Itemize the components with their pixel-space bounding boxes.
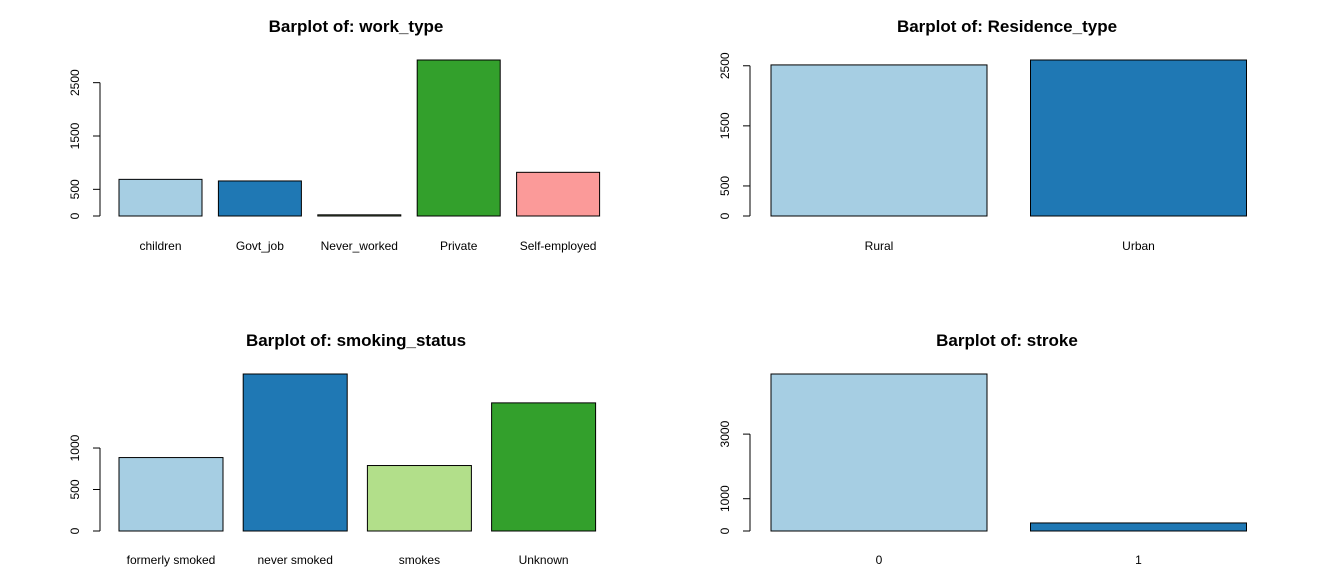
bar bbox=[491, 402, 597, 532]
bar bbox=[770, 64, 988, 217]
x-category-label: 1 bbox=[1135, 553, 1142, 567]
chart-title: Barplot of: work_type bbox=[269, 17, 444, 36]
chart-smoking-status: Barplot of: smoking_status 0 500 1000 form… bbox=[68, 331, 597, 567]
y-tick-label: 0 bbox=[718, 527, 732, 534]
bar bbox=[118, 178, 203, 217]
x-category-label: 0 bbox=[876, 553, 883, 567]
y-tick-label: 3000 bbox=[718, 420, 732, 447]
bar bbox=[1030, 59, 1247, 217]
y-axis: 0 500 1000 bbox=[68, 434, 101, 534]
y-tick-label: 2500 bbox=[718, 52, 732, 79]
bars: formerly smoked never smoked smokes Unknown bbox=[118, 373, 597, 567]
bar bbox=[317, 214, 402, 217]
chart-title: Barplot of: Residence_type bbox=[897, 17, 1117, 36]
y-axis: 0 1000 3000 bbox=[718, 420, 751, 534]
x-category-label: formerly smoked bbox=[127, 553, 216, 567]
x-category-label: Urban bbox=[1122, 239, 1155, 253]
y-axis: 0 500 1500 2500 bbox=[718, 52, 751, 219]
y-tick-label: 0 bbox=[718, 212, 732, 219]
bar bbox=[770, 373, 988, 532]
y-tick-label: 500 bbox=[718, 176, 732, 196]
bar bbox=[366, 465, 472, 532]
bar bbox=[416, 59, 501, 217]
x-category-label: never smoked bbox=[258, 553, 333, 567]
y-tick-label: 1000 bbox=[68, 434, 82, 461]
x-category-label: Never_worked bbox=[321, 239, 398, 253]
x-category-label: smokes bbox=[399, 553, 440, 567]
chart-work-type: Barplot of: work_type 0 500 1500 2500 child… bbox=[68, 17, 601, 253]
y-tick-label: 500 bbox=[68, 179, 82, 199]
y-tick-label: 1500 bbox=[68, 122, 82, 149]
chart-title: Barplot of: smoking_status bbox=[246, 331, 466, 350]
x-category-label: Govt_job bbox=[236, 239, 284, 253]
y-tick-label: 1000 bbox=[718, 485, 732, 512]
bar bbox=[217, 180, 302, 217]
bar bbox=[1030, 522, 1247, 532]
y-tick-label: 2500 bbox=[68, 69, 82, 96]
bar bbox=[242, 373, 348, 532]
x-category-label: children bbox=[139, 239, 181, 253]
y-tick-label: 1500 bbox=[718, 112, 732, 139]
bar bbox=[516, 171, 601, 217]
y-tick-label: 0 bbox=[68, 527, 82, 534]
x-category-label: Rural bbox=[865, 239, 894, 253]
x-category-label: Self-employed bbox=[520, 239, 597, 253]
chart-title: Barplot of: stroke bbox=[936, 331, 1078, 350]
bars: Rural Urban bbox=[770, 59, 1247, 253]
y-axis: 0 500 1500 2500 bbox=[68, 69, 101, 219]
x-category-label: Unknown bbox=[519, 553, 569, 567]
bar bbox=[118, 457, 224, 532]
bars: children Govt_job Never_worked Private Self-… bbox=[118, 59, 601, 253]
chart-residence-type: Barplot of: Residence_type 050015002500 … bbox=[718, 17, 1247, 253]
y-tick-label: 0 bbox=[68, 212, 82, 219]
y-tick-label: 500 bbox=[68, 479, 82, 499]
x-category-label: Private bbox=[440, 239, 478, 253]
